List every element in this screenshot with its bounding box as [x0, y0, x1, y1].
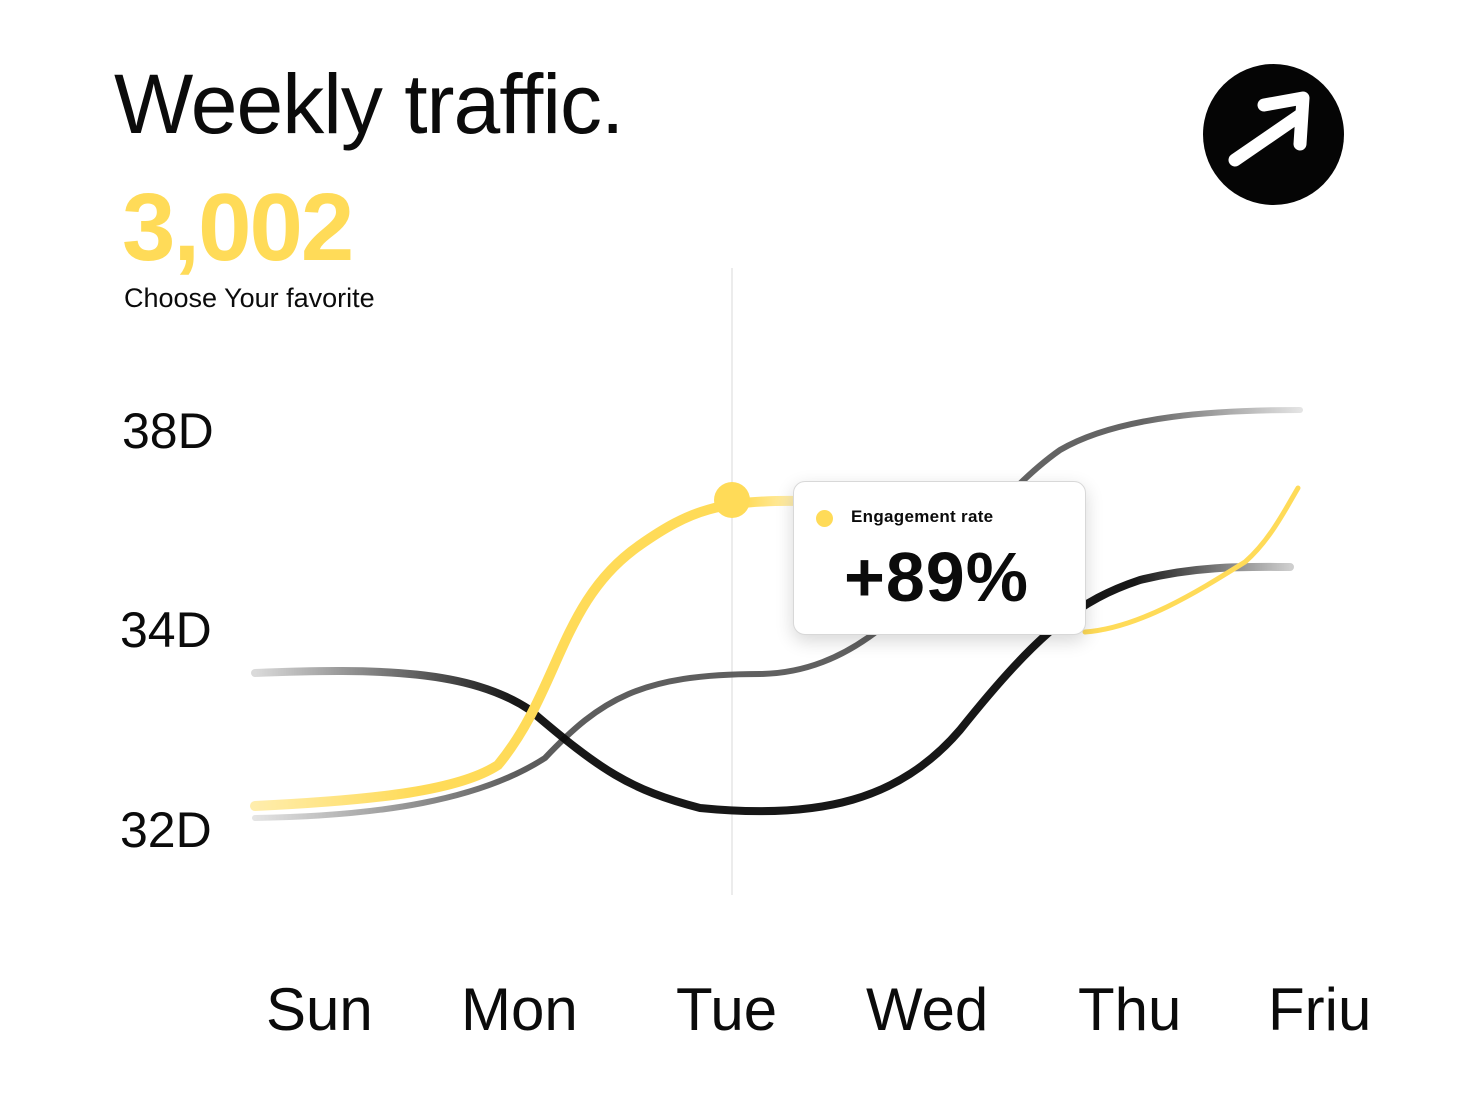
x-tick-label: Friu	[1268, 976, 1371, 1043]
total-traffic-value: 3,002	[122, 174, 354, 281]
y-axis: 38D 34D 32D	[120, 403, 214, 858]
series-line-yellow	[250, 495, 805, 811]
engagement-tooltip: Engagement rate +89%	[793, 481, 1086, 635]
arrow-up-right-icon	[1228, 91, 1310, 167]
series-line-yellow-tail	[1082, 485, 1301, 635]
y-tick-label: 34D	[120, 602, 212, 658]
series-line-black	[251, 562, 1294, 816]
series-line-gray	[252, 407, 1303, 821]
legend-dot	[816, 510, 833, 527]
highlight-point[interactable]	[714, 482, 750, 518]
subtitle: Choose Your favorite	[124, 283, 375, 313]
x-tick-label: Thu	[1078, 976, 1181, 1043]
page-title: Weekly traffic.	[114, 57, 624, 151]
tooltip-label: Engagement rate	[851, 507, 994, 526]
x-tick-label: Mon	[461, 976, 578, 1043]
y-tick-label: 38D	[122, 403, 214, 459]
tooltip-value: +89%	[844, 538, 1029, 616]
open-report-button[interactable]	[1203, 64, 1344, 205]
y-tick-label: 32D	[120, 802, 212, 858]
x-tick-label: Sun	[266, 976, 373, 1043]
x-tick-label: Tue	[676, 976, 777, 1043]
x-axis: Sun Mon Tue Wed Thu Friu	[266, 976, 1371, 1043]
x-tick-label: Wed	[866, 976, 988, 1043]
